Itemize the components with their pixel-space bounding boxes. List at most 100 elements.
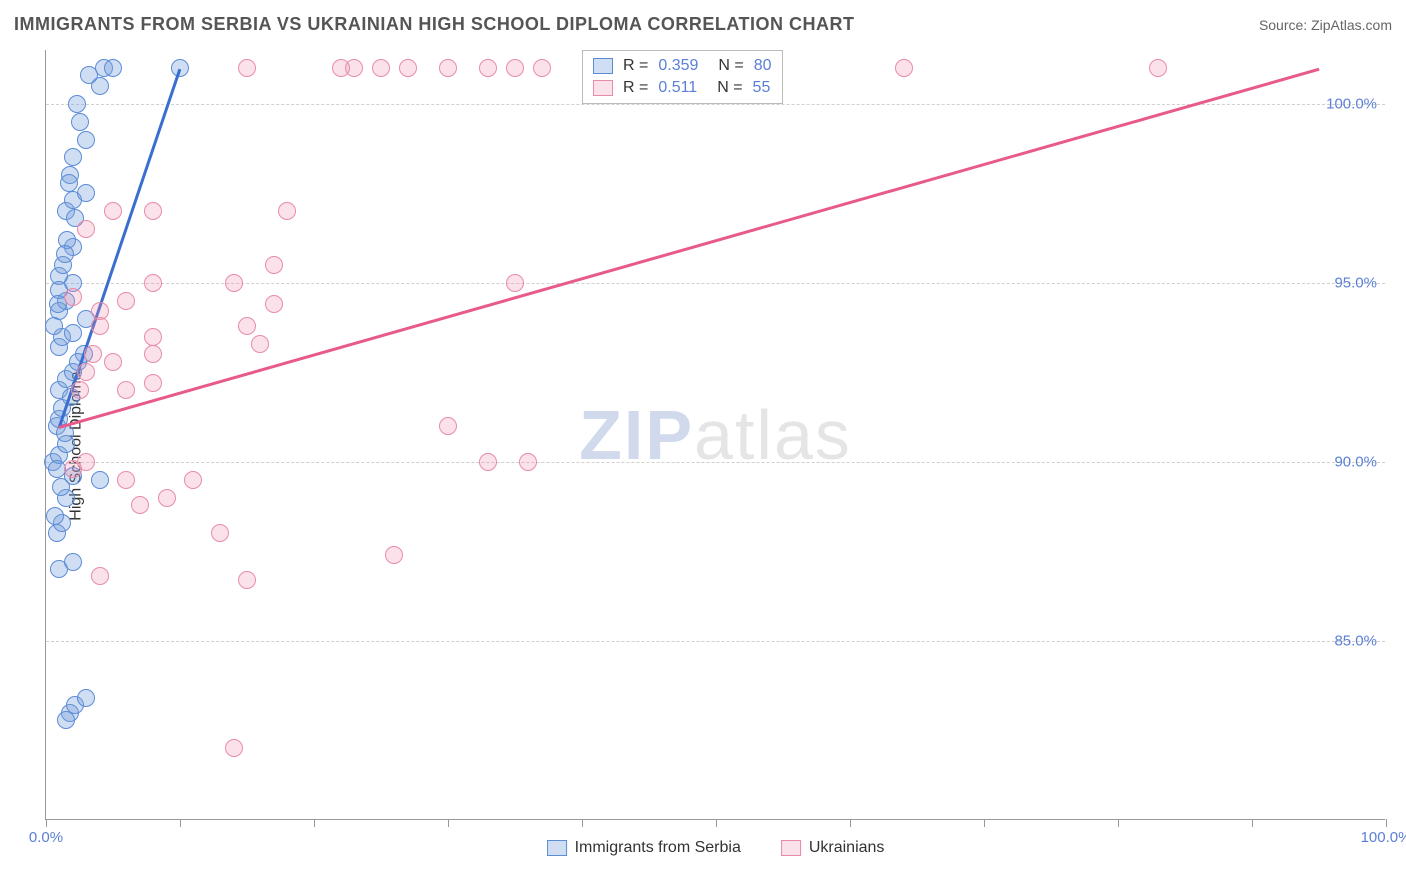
data-point (385, 546, 403, 564)
data-point (56, 245, 74, 263)
scatter-plot: ZIPatlas 85.0%90.0%95.0%100.0%0.0%100.0%… (45, 50, 1385, 820)
x-tick (984, 819, 985, 827)
stat-label: N = (718, 57, 743, 75)
data-point (144, 202, 162, 220)
data-point (144, 345, 162, 363)
x-tick (180, 819, 181, 827)
data-point (104, 353, 122, 371)
data-point (238, 571, 256, 589)
data-point (238, 317, 256, 335)
data-point (64, 324, 82, 342)
data-point (60, 174, 78, 192)
data-point (77, 689, 95, 707)
data-point (506, 59, 524, 77)
chart-source: Source: ZipAtlas.com (1259, 17, 1392, 33)
data-point (506, 274, 524, 292)
data-point (91, 317, 109, 335)
legend-item: Ukrainians (781, 839, 885, 857)
data-point (238, 59, 256, 77)
data-point (533, 59, 551, 77)
stat-value: 0.359 (658, 57, 698, 75)
data-point (84, 345, 102, 363)
data-point (144, 274, 162, 292)
stat-value: 0.511 (658, 79, 697, 97)
legend-label: Immigrants from Serbia (575, 839, 741, 857)
x-tick (46, 819, 47, 827)
data-point (71, 381, 89, 399)
data-point (439, 59, 457, 77)
data-point (77, 131, 95, 149)
data-point (184, 471, 202, 489)
data-point (77, 220, 95, 238)
data-point (45, 317, 63, 335)
data-point (225, 739, 243, 757)
chart-title: IMMIGRANTS FROM SERBIA VS UKRAINIAN HIGH… (14, 14, 855, 35)
data-point (77, 363, 95, 381)
data-point (399, 59, 417, 77)
y-tick-label: 100.0% (1326, 95, 1377, 112)
data-point (1149, 59, 1167, 77)
legend-item: Immigrants from Serbia (547, 839, 741, 857)
chart-header: IMMIGRANTS FROM SERBIA VS UKRAINIAN HIGH… (14, 14, 1392, 35)
data-point (345, 59, 363, 77)
data-point (479, 453, 497, 471)
x-tick (716, 819, 717, 827)
legend-row: R =0.511N =55 (593, 77, 772, 99)
data-point (52, 478, 70, 496)
data-point (46, 507, 64, 525)
data-point (439, 417, 457, 435)
stat-value: 80 (754, 57, 772, 75)
x-tick (314, 819, 315, 827)
data-point (895, 59, 913, 77)
gridline-h (46, 283, 1385, 284)
x-tick (1252, 819, 1253, 827)
data-point (265, 295, 283, 313)
data-point (77, 453, 95, 471)
data-point (57, 711, 75, 729)
data-point (64, 553, 82, 571)
stat-value: 55 (753, 79, 771, 97)
data-point (479, 59, 497, 77)
data-point (225, 274, 243, 292)
legend-swatch-icon (593, 80, 613, 96)
data-point (372, 59, 390, 77)
legend-row: R = 0.359 N = 80 (593, 55, 772, 77)
data-point (251, 335, 269, 353)
y-tick-label: 95.0% (1334, 274, 1377, 291)
data-point (117, 471, 135, 489)
legend-series: Immigrants from Serbia Ukrainians (547, 839, 885, 857)
x-tick-label: 100.0% (1361, 829, 1406, 846)
data-point (144, 374, 162, 392)
data-point (117, 381, 135, 399)
x-tick (1386, 819, 1387, 827)
data-point (171, 59, 189, 77)
data-point (104, 202, 122, 220)
stat-label: R = (623, 57, 648, 75)
y-tick-label: 90.0% (1334, 453, 1377, 470)
legend-swatch-icon (547, 840, 567, 856)
data-point (211, 524, 229, 542)
data-point (104, 59, 122, 77)
data-point (64, 288, 82, 306)
data-point (117, 292, 135, 310)
legend-label: Ukrainians (809, 839, 885, 857)
trend-line (59, 68, 1319, 429)
data-point (91, 567, 109, 585)
x-tick (582, 819, 583, 827)
x-tick (1118, 819, 1119, 827)
x-tick (448, 819, 449, 827)
x-tick (850, 819, 851, 827)
data-point (144, 328, 162, 346)
stat-label: N = (717, 79, 742, 97)
data-point (77, 184, 95, 202)
gridline-h (46, 462, 1385, 463)
data-point (519, 453, 537, 471)
data-point (68, 95, 86, 113)
data-point (278, 202, 296, 220)
data-point (131, 496, 149, 514)
gridline-h (46, 641, 1385, 642)
legend-stats: R = 0.359 N = 80R = 0.511 N = 55 (582, 50, 783, 104)
data-point (80, 66, 98, 84)
data-point (158, 489, 176, 507)
data-point (265, 256, 283, 274)
